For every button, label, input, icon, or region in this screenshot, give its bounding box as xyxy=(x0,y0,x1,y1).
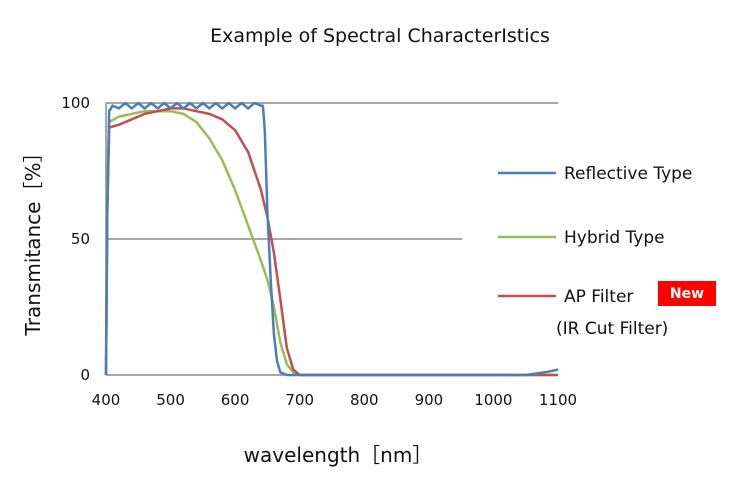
series-line-hybrid-type xyxy=(104,109,558,377)
x-axis-title: wavelength［nm］ xyxy=(244,443,433,467)
legend-label-ap-filter-sub: (IR Cut Filter) xyxy=(556,319,668,339)
chart-title: Example of Spectral CharacterIstics xyxy=(210,25,550,47)
x-tick-label: 1000 xyxy=(474,391,512,409)
y-tick-label: 50 xyxy=(71,230,90,248)
x-tick-label: 1100 xyxy=(539,391,577,409)
series-line-ap-filter xyxy=(104,107,558,377)
legend-label-reflective: Reflective Type xyxy=(564,164,692,184)
x-tick-label: 900 xyxy=(415,391,444,409)
x-tick-label: 700 xyxy=(285,391,314,409)
new-badge xyxy=(658,281,716,306)
legend: Reflective Type Hybrid Type AP Filter Ne… xyxy=(498,164,716,339)
x-tick-label: 500 xyxy=(156,391,185,409)
new-badge-label: New xyxy=(670,286,704,302)
series-line-reflective-type xyxy=(104,101,559,377)
x-tick-label: 600 xyxy=(221,391,250,409)
y-axis-title: Transmitance［%］ xyxy=(21,143,45,337)
x-tick-label: 400 xyxy=(92,391,121,409)
y-tick-label: 100 xyxy=(61,94,90,112)
series-layer xyxy=(104,101,559,377)
x-ticks: 400 500 600 700 800 900 1000 1100 xyxy=(92,391,577,409)
gridlines xyxy=(106,102,558,240)
legend-label-ap-filter: AP Filter xyxy=(564,287,633,307)
legend-label-hybrid: Hybrid Type xyxy=(564,228,665,248)
y-tick-label: 0 xyxy=(80,366,90,384)
x-tick-label: 800 xyxy=(350,391,379,409)
y-ticks: 0 50 100 xyxy=(61,94,90,384)
